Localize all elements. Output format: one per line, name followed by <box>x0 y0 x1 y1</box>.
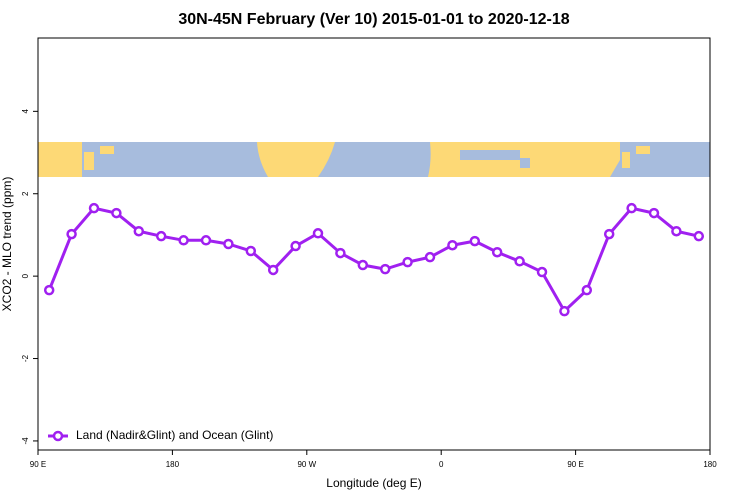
data-point <box>155 230 167 242</box>
plot-frame <box>37 37 711 451</box>
data-point <box>469 235 481 247</box>
legend-label: Land (Nadir&Glint) and Ocean (Glint) <box>76 428 273 442</box>
y-tick-label: 2 <box>21 191 30 196</box>
data-point <box>88 202 100 214</box>
data-point <box>626 202 637 214</box>
data-point <box>514 256 525 267</box>
x-tick-label: 90 E <box>30 460 46 469</box>
data-point <box>357 259 369 271</box>
data-point <box>43 284 55 296</box>
data-point <box>245 245 257 257</box>
map-strip <box>38 142 710 177</box>
data-point <box>424 251 436 263</box>
data-point <box>312 228 324 239</box>
data-point <box>603 228 615 240</box>
series-line <box>47 206 700 314</box>
y-axis-label: XCO2 - MLO trend (ppm) <box>0 177 14 312</box>
data-point <box>402 256 413 268</box>
data-point <box>693 230 705 242</box>
data-point <box>671 225 682 237</box>
x-tick-label: 90 W <box>297 460 316 469</box>
data-point <box>648 207 660 219</box>
x-tick-label: 180 <box>166 460 180 469</box>
y-tick-label: 4 <box>21 109 30 114</box>
x-axis-label: Longitude (deg E) <box>326 476 421 490</box>
chart-title: 30N-45N February (Ver 10) 2015-01-01 to … <box>178 11 569 28</box>
data-point <box>290 240 301 252</box>
y-tick-label: 0 <box>21 273 30 278</box>
data-point <box>178 235 189 246</box>
data-point <box>491 246 503 258</box>
x-tick-label: 0 <box>439 460 444 469</box>
x-tick-label: 180 <box>703 460 717 469</box>
data-point <box>559 305 570 317</box>
data-point <box>267 264 279 276</box>
data-point <box>379 263 391 275</box>
x-tick-label: 90 E <box>567 460 583 469</box>
data-point <box>536 266 548 278</box>
data-point <box>111 207 122 219</box>
data-point <box>133 225 145 237</box>
data-point <box>66 228 77 240</box>
y-tick-label: -4 <box>21 437 30 445</box>
legend-marker <box>52 430 64 442</box>
data-point <box>200 235 212 246</box>
data-point <box>581 284 593 296</box>
data-point <box>335 247 346 259</box>
data-point <box>447 239 458 251</box>
data-point <box>223 238 234 250</box>
y-tick-label: -2 <box>21 354 30 362</box>
